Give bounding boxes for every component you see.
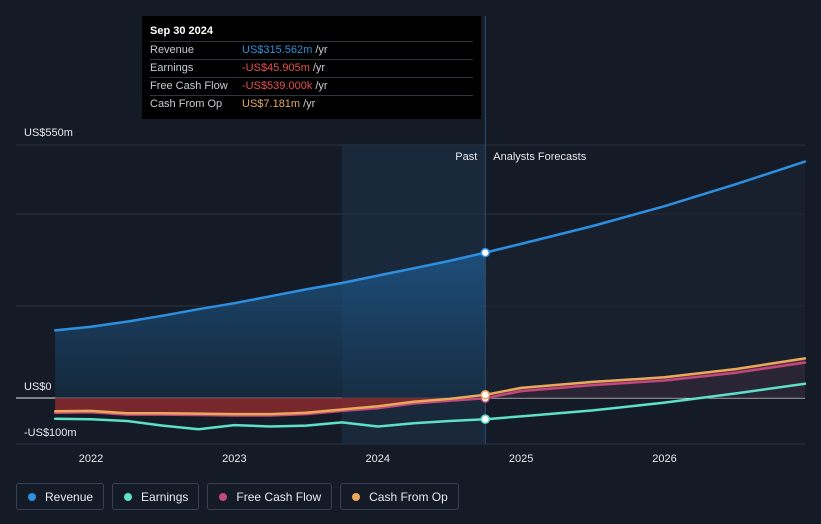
fcf-forecast-area — [485, 362, 805, 399]
legend-label: Earnings — [141, 489, 189, 504]
tooltip-value: -US$45.905m — [242, 62, 310, 74]
x-axis-label: 2025 — [509, 453, 533, 465]
tooltip-value: US$315.562m — [242, 44, 313, 56]
negative-cash-area — [55, 398, 486, 416]
y-axis-label: -US$100m — [24, 427, 77, 439]
legend: Revenue Earnings Free Cash Flow Cash Fro… — [16, 483, 459, 510]
tooltip-label: Free Cash Flow — [150, 80, 228, 92]
legend-item-free-cash-flow[interactable]: Free Cash Flow — [207, 483, 333, 510]
y-axis-labels: US$550m US$0 -US$100m — [24, 127, 77, 439]
marker-earnings[interactable] — [480, 414, 491, 424]
y-axis-label: US$0 — [24, 381, 52, 393]
legend-dot-icon — [219, 492, 228, 501]
tooltip-unit: /yr — [315, 80, 328, 92]
legend-label: Revenue — [45, 489, 94, 504]
legend-dot-icon — [28, 492, 36, 501]
series-markers — [480, 247, 491, 424]
x-axis-label: 2024 — [366, 453, 390, 465]
x-axis-label: 2026 — [652, 453, 676, 465]
x-axis-label: 2023 — [222, 453, 246, 465]
legend-item-revenue[interactable]: Revenue — [16, 483, 105, 510]
marker-cash-from-op[interactable] — [480, 390, 491, 400]
tooltip-label: Revenue — [150, 44, 195, 56]
tooltip-unit: /yr — [303, 98, 316, 110]
tooltip-unit: /yr — [312, 62, 326, 74]
tooltip: Sep 30 2024 Revenue US$315.562m /yr Earn… — [142, 16, 481, 119]
tooltip-label: Cash From Op — [150, 98, 223, 110]
legend-dot-icon — [124, 492, 133, 501]
x-axis-label: 2022 — [79, 453, 103, 465]
legend-item-cash-from-op[interactable]: Cash From Op — [340, 483, 459, 510]
tooltip-row-revenue: Revenue US$315.562m /yr — [150, 41, 473, 59]
series-line-cash-from-op — [53, 357, 807, 416]
y-axis-label: US$550m — [24, 127, 73, 139]
legend-label: Cash From Op — [369, 489, 448, 504]
series-line-earnings — [53, 382, 807, 431]
legend-label: Free Cash Flow — [236, 489, 322, 504]
tooltip-date: Sep 30 2024 — [150, 25, 213, 37]
legend-dot-icon — [352, 492, 361, 501]
x-axis-labels: 2022 2023 2024 2025 2026 — [79, 453, 677, 465]
series-line-revenue — [53, 160, 807, 332]
revenue-area — [55, 252, 486, 398]
tooltip-row-fcf: Free Cash Flow -US$539.000k /yr — [150, 77, 473, 95]
tooltip-unit: /yr — [315, 44, 328, 56]
forecast-label: Analysts Forecasts — [493, 151, 586, 163]
revenue-forecast-area — [485, 161, 805, 398]
past-label: Past — [455, 151, 477, 163]
marker-revenue[interactable] — [480, 247, 491, 258]
tooltip-label: Earnings — [150, 62, 194, 74]
series-line-free-cash-flow — [53, 361, 807, 417]
series-lines — [53, 160, 807, 431]
legend-item-earnings[interactable]: Earnings — [112, 483, 200, 510]
tooltip-row-earnings: Earnings -US$45.905m /yr — [150, 59, 473, 77]
series-areas — [55, 161, 805, 416]
tooltip-value: -US$539.000k — [242, 80, 313, 92]
tooltip-value: US$7.181m — [242, 98, 301, 110]
tooltip-row-cfo: Cash From Op US$7.181m /yr — [150, 95, 473, 113]
